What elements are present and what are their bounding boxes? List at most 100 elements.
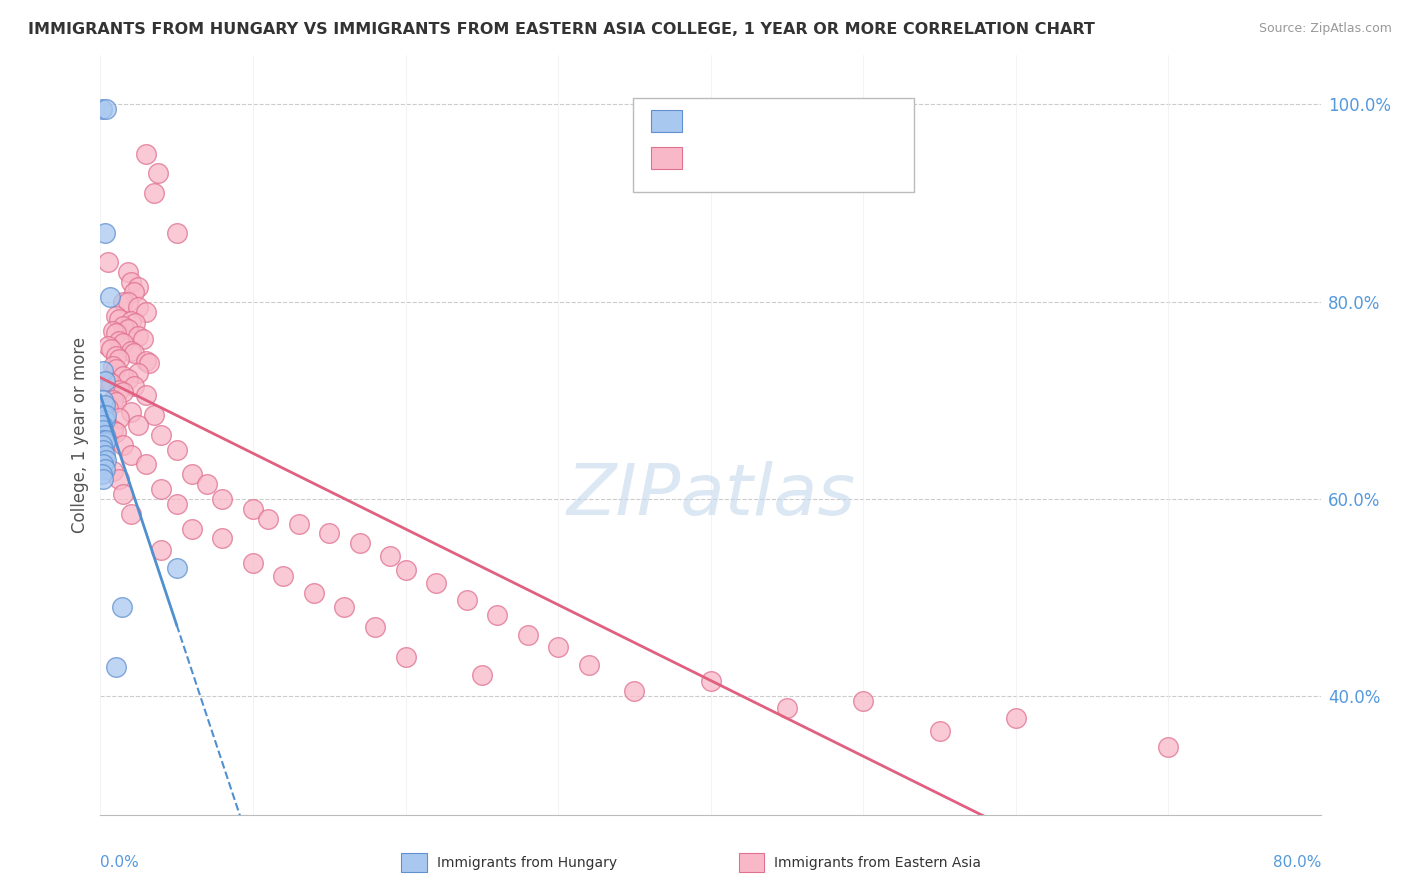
Point [90,417,112,432]
Point [107,312,129,326]
Point [94,433,117,447]
Point [166,561,188,575]
Point [120,507,142,521]
Point [112,487,135,501]
Point [101,324,124,338]
Point [120,344,142,359]
Point [117,322,139,336]
Point [180,522,202,536]
Point [94,462,117,476]
Point [107,411,129,425]
Point [486,608,509,623]
Point [93,393,115,408]
Point [100,376,122,390]
Point [128,417,150,432]
Point [96,452,118,467]
Point [96,433,118,447]
Point [195,477,218,491]
Point [96,408,118,422]
Point [425,575,447,590]
Point [128,329,150,343]
Point [94,398,117,412]
Point [104,349,127,363]
Point [150,482,173,496]
Point [104,425,127,439]
Point [97,401,120,416]
Point [96,415,118,429]
Point [104,361,127,376]
Point [112,319,135,334]
Text: R =  0.041   N =   28: R = 0.041 N = 28 [689,113,848,128]
Text: 0.0%: 0.0% [100,855,139,870]
Point [117,265,139,279]
Point [94,413,117,427]
Point [852,694,875,708]
Point [211,532,233,546]
Point [142,408,165,422]
Text: Immigrants from Eastern Asia: Immigrants from Eastern Asia [773,855,981,870]
Point [776,701,799,715]
Point [112,336,135,351]
Point [90,103,112,117]
Point [928,723,950,738]
Point [623,684,645,698]
Point [394,563,416,577]
Point [94,448,117,462]
Text: 80.0%: 80.0% [1272,855,1322,870]
Point [93,452,115,467]
Point [135,304,157,318]
Point [380,549,402,563]
Point [98,290,121,304]
Point [180,467,202,482]
Text: Source: ZipAtlas.com: Source: ZipAtlas.com [1258,22,1392,36]
Point [101,423,124,437]
Point [578,657,600,672]
Point [122,285,145,299]
Point [166,442,188,457]
Point [257,511,280,525]
Point [456,592,478,607]
Point [101,359,124,373]
Point [117,371,139,385]
Text: IMMIGRANTS FROM HUNGARY VS IMMIGRANTS FROM EASTERN ASIA COLLEGE, 1 YEAR OR MORE : IMMIGRANTS FROM HUNGARY VS IMMIGRANTS FR… [28,22,1095,37]
Point [1157,740,1180,755]
Point [97,434,120,449]
Point [364,620,387,634]
Point [148,166,170,180]
Point [547,640,569,654]
Point [273,569,295,583]
Point [104,659,127,673]
Point [120,448,142,462]
Point [101,464,124,478]
Point [516,628,538,642]
Point [128,280,150,294]
Point [90,467,112,482]
Text: ZIPatlas: ZIPatlas [567,461,855,530]
Point [138,356,160,370]
Point [112,294,135,309]
Point [120,405,142,419]
Point [94,427,117,442]
Point [107,472,129,486]
Text: Immigrants from Hungary: Immigrants from Hungary [436,855,617,870]
Point [349,536,371,550]
Point [107,334,129,348]
Point [93,472,115,486]
Point [150,427,173,442]
Point [112,438,135,452]
Point [101,393,124,408]
Point [112,368,135,383]
Point [111,600,134,615]
Point [135,458,157,472]
Point [104,395,127,409]
Point [318,526,340,541]
Point [135,146,157,161]
Point [97,374,120,388]
Point [166,497,188,511]
Point [97,255,120,269]
Point [1005,711,1028,725]
Point [93,413,115,427]
Y-axis label: College, 1 year or more: College, 1 year or more [72,337,89,533]
Point [287,516,309,531]
Point [135,388,157,402]
